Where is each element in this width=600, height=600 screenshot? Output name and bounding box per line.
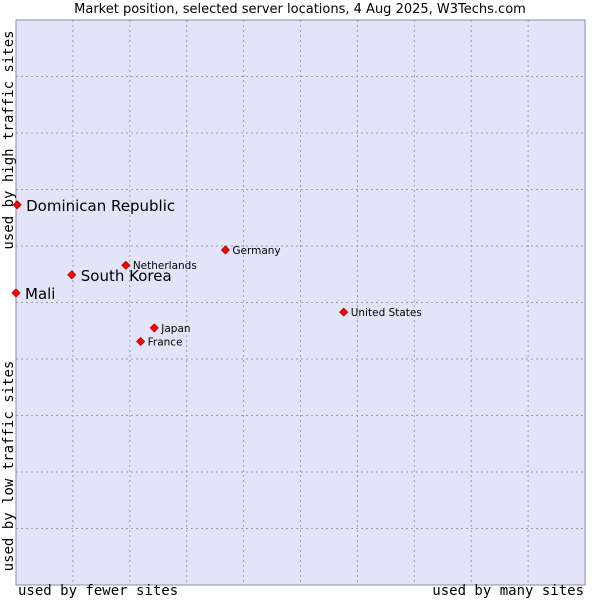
point-marker-dominican-republic bbox=[12, 200, 22, 210]
point-label-mali: Mali bbox=[25, 285, 55, 303]
point-label-japan: Japan bbox=[160, 323, 190, 335]
y-axis-label-low: used by low traffic sites bbox=[1, 360, 17, 572]
point-label-france: France bbox=[148, 336, 183, 348]
point-marker-japan bbox=[149, 323, 159, 333]
point-label-south-korea: South Korea bbox=[81, 267, 172, 285]
y-axis-label-high: used by high traffic sites bbox=[1, 30, 17, 250]
chart-title: Market position, selected server locatio… bbox=[74, 2, 526, 17]
point-marker-germany bbox=[220, 245, 230, 255]
data-points: Dominican Republic South Korea Mali Netherl… bbox=[11, 197, 422, 348]
x-axis-label-high: used by many sites bbox=[432, 583, 584, 599]
grid-lines bbox=[16, 20, 585, 585]
point-label-germany: Germany bbox=[232, 245, 280, 257]
point-label-united-states: United States bbox=[351, 307, 422, 319]
point-marker-south-korea bbox=[67, 270, 77, 280]
point-marker-france bbox=[136, 336, 146, 347]
point-marker-united-states bbox=[339, 307, 349, 317]
point-label-dominican-republic: Dominican Republic bbox=[26, 197, 175, 215]
x-axis-label-low: used by fewer sites bbox=[18, 583, 179, 599]
point-marker-netherlands bbox=[121, 260, 131, 270]
point-marker-mali bbox=[11, 288, 21, 298]
point-label-netherlands: Netherlands bbox=[133, 260, 197, 272]
